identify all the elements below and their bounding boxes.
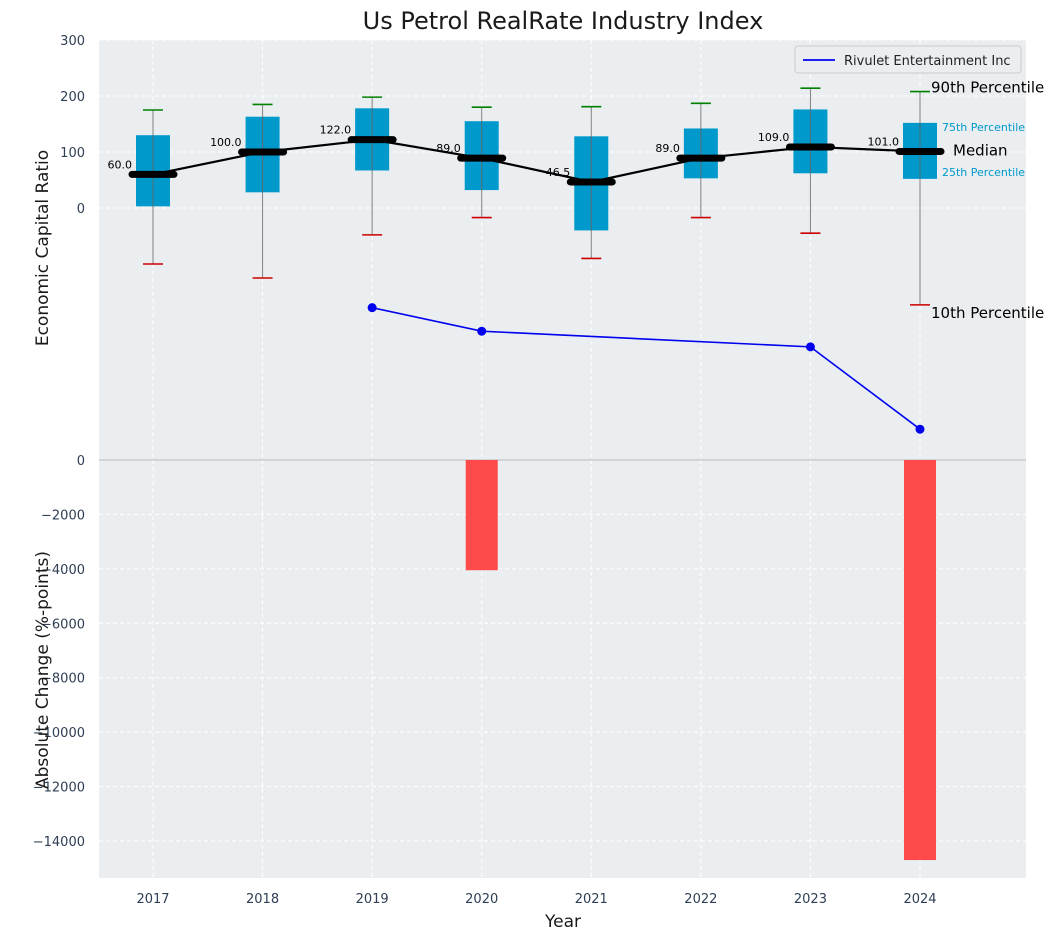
median-label: Median bbox=[953, 141, 1008, 159]
chart-title: Us Petrol RealRate Industry Index bbox=[363, 7, 764, 35]
y-tick-label-top: 200 bbox=[60, 90, 85, 105]
box-2017 bbox=[136, 109, 170, 265]
x-tick-label: 2022 bbox=[684, 892, 717, 907]
x-tick-label: 2019 bbox=[356, 892, 389, 907]
company-point-2019 bbox=[367, 303, 377, 313]
x-tick-label: 2023 bbox=[794, 892, 827, 907]
y-tick-label-bottom: −8000 bbox=[41, 672, 85, 687]
p25-label: 25th Percentile bbox=[942, 166, 1025, 179]
y-tick-label-bottom: −6000 bbox=[41, 617, 85, 632]
company-line bbox=[371, 306, 921, 430]
x-tick-label: 2020 bbox=[465, 892, 498, 907]
y-tick-label-top: 100 bbox=[60, 146, 85, 161]
axis-ticks: 2017 2018 2019 2020 2021 2022 2023 2024 0 100 200 3… bbox=[33, 34, 937, 907]
legend-label: Rivulet Entertainment Inc bbox=[844, 54, 1011, 69]
y-tick-label-bottom: −14000 bbox=[33, 835, 85, 850]
median-value-label: 122.0 bbox=[320, 124, 352, 137]
median-value-label: 89.0 bbox=[436, 142, 461, 155]
annotations: 90th Percentile 75th Percentile Median 25th… bbox=[931, 79, 1044, 322]
company-point-2020 bbox=[477, 326, 487, 336]
median-line: 60.0 100.0 122.0 89.0 46.5 89.0 109.0 101.0 bbox=[108, 124, 945, 186]
y-tick-label-top: 300 bbox=[60, 34, 85, 49]
y-tick-label-bottom: −10000 bbox=[33, 726, 85, 741]
median-value-label: 100.0 bbox=[210, 136, 242, 149]
median-value-label: 109.0 bbox=[758, 131, 790, 144]
y-tick-label-bottom: −4000 bbox=[41, 563, 85, 578]
bar-2020 bbox=[465, 460, 498, 571]
company-point-2023 bbox=[805, 342, 815, 352]
p75-label: 75th Percentile bbox=[942, 121, 1025, 134]
bottom-y-axis-title: Absolute Change (%-points) bbox=[33, 551, 53, 789]
y-tick-label-bottom: −12000 bbox=[33, 781, 85, 796]
median-value-label: 101.0 bbox=[868, 135, 900, 148]
x-tick-label: 2021 bbox=[575, 892, 608, 907]
company-series bbox=[367, 303, 925, 434]
x-tick-label: 2017 bbox=[136, 892, 169, 907]
x-axis-title: Year bbox=[544, 912, 581, 932]
median-value-label: 46.5 bbox=[546, 166, 571, 179]
y-tick-label-top: 0 bbox=[77, 202, 85, 217]
y-tick-label-bottom: 0 bbox=[77, 454, 85, 469]
top-y-axis-title: Economic Capital Ratio bbox=[33, 150, 53, 346]
legend: Rivulet Entertainment Inc bbox=[794, 45, 1022, 74]
median-value-label: 89.0 bbox=[655, 142, 680, 155]
x-tick-label: 2024 bbox=[903, 892, 936, 907]
p10-label: 10th Percentile bbox=[931, 304, 1044, 322]
gridlines bbox=[99, 39, 1026, 878]
bar-2024 bbox=[904, 460, 936, 861]
bars bbox=[465, 460, 936, 861]
y-tick-label-bottom: −2000 bbox=[41, 508, 85, 523]
median-value-label: 60.0 bbox=[108, 158, 133, 171]
box-2023 bbox=[793, 87, 828, 234]
x-tick-label: 2018 bbox=[246, 892, 279, 907]
p90-label: 90th Percentile bbox=[931, 79, 1044, 97]
legend-box bbox=[794, 45, 1022, 74]
company-point-2024 bbox=[915, 424, 925, 434]
